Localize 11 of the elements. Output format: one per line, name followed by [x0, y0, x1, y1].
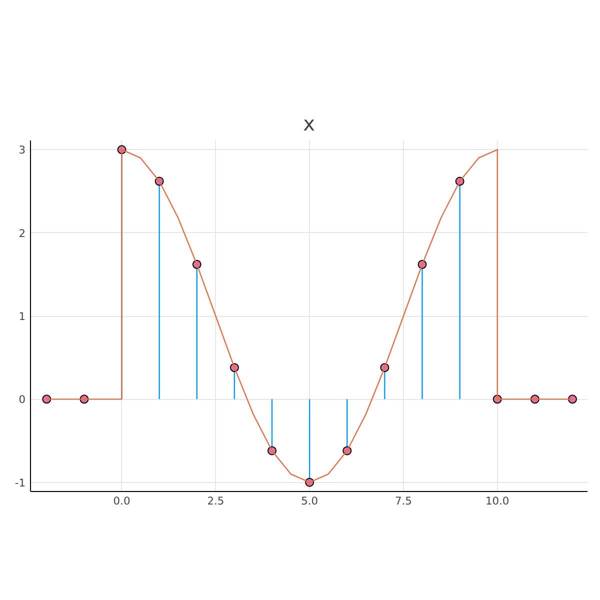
x-tick-label: 0.0 — [113, 494, 130, 508]
y-tick-label: 2 — [18, 226, 26, 240]
x-tick-label: 2.5 — [207, 494, 224, 508]
y-tick-label: 1 — [18, 310, 26, 323]
chart-title: x — [303, 112, 316, 136]
y-tick-label: 0 — [18, 393, 26, 406]
x-tick-label: 5.0 — [301, 494, 318, 508]
x-tick-label: 10.0 — [485, 494, 510, 508]
x-tick-label: 7.5 — [394, 494, 412, 508]
y-tick-label: -1 — [14, 476, 26, 490]
y-tick-label: 3 — [18, 144, 26, 157]
